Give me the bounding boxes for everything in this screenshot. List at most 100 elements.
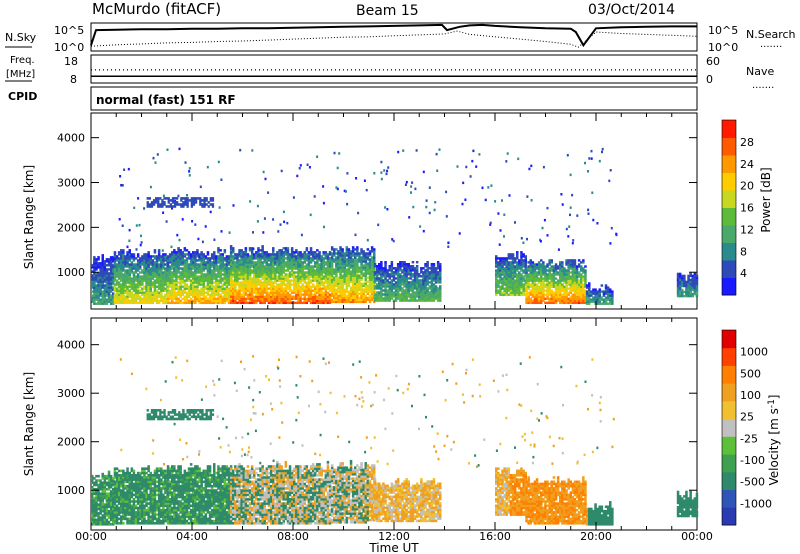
power-cell <box>128 263 131 266</box>
power-cell <box>513 293 517 296</box>
power-cell <box>403 281 406 284</box>
power-cell <box>196 253 199 256</box>
power-cell <box>297 271 300 274</box>
power-cell <box>187 299 191 303</box>
power-cell <box>109 274 113 277</box>
power-cell <box>97 302 100 305</box>
power-cell <box>303 277 306 280</box>
power-cell <box>439 295 442 298</box>
power-cell <box>600 284 604 287</box>
power-cell <box>183 265 187 268</box>
power-cell <box>328 267 332 270</box>
power-cell <box>424 279 427 282</box>
power-cell <box>337 300 340 304</box>
power-cell <box>368 258 372 261</box>
power-cell <box>330 292 334 296</box>
power-cell <box>382 267 385 270</box>
power-cell <box>128 277 131 280</box>
power-cell <box>282 251 285 254</box>
power-cell <box>584 273 587 276</box>
power-cell <box>259 279 262 282</box>
power-cell <box>99 284 102 287</box>
power-cell <box>351 296 355 300</box>
power-cell <box>303 289 306 292</box>
power-cell <box>436 281 440 284</box>
power-cell <box>386 295 389 298</box>
power-cell <box>548 285 551 288</box>
power-cell <box>229 291 233 294</box>
power-cell <box>522 277 525 280</box>
power-cell <box>386 289 389 292</box>
power-cell <box>297 265 300 268</box>
power-cell <box>368 250 372 253</box>
power-cell <box>286 293 290 296</box>
power-cell <box>575 291 579 294</box>
power-cell <box>386 271 389 274</box>
power-cell <box>185 265 189 268</box>
power-cell <box>314 285 317 288</box>
power-scatter-cell <box>373 172 376 175</box>
power-cell <box>200 261 203 264</box>
power-cell <box>505 271 508 274</box>
power-cell <box>177 281 180 284</box>
power-cell <box>339 288 342 292</box>
power-cell <box>246 279 250 282</box>
power-cell <box>415 265 419 268</box>
power-cell <box>358 300 361 304</box>
power-cell <box>351 280 355 283</box>
power-cell <box>208 267 212 270</box>
power-cell <box>439 277 442 280</box>
power-cell <box>93 268 96 271</box>
power-cell <box>109 276 113 279</box>
power-cell <box>569 275 572 278</box>
power-cell <box>253 295 256 298</box>
power-cell <box>120 263 123 266</box>
power-cell <box>299 289 302 292</box>
power-cell <box>290 271 294 274</box>
power-scatter-cell <box>188 174 191 177</box>
power-cell <box>130 263 134 266</box>
power-cell <box>529 277 532 280</box>
power-cell <box>685 288 688 292</box>
power-cell <box>554 283 558 286</box>
power-cell <box>238 295 241 298</box>
power-cell <box>290 249 294 252</box>
power-cell <box>115 265 119 268</box>
power-cell <box>115 289 119 292</box>
power-cell <box>305 267 309 270</box>
power-cell <box>164 283 167 286</box>
power-cell <box>335 294 338 298</box>
power-cell <box>380 263 383 266</box>
power-cell <box>181 291 184 294</box>
power-cell <box>307 279 311 282</box>
power-cell <box>320 263 323 266</box>
power-scatter-cell <box>140 241 143 244</box>
power-cell <box>436 291 440 294</box>
power-cell <box>411 295 415 298</box>
power-cell <box>93 256 96 259</box>
power-cell <box>145 253 148 256</box>
power-cell <box>269 273 273 276</box>
power-cell <box>284 289 288 292</box>
power-cell <box>128 285 131 288</box>
power-cell <box>242 257 245 260</box>
power-cell <box>368 294 372 298</box>
power-cell <box>204 257 208 260</box>
power-cell <box>134 257 138 260</box>
power-cell <box>173 267 176 270</box>
power-cell <box>339 276 342 279</box>
power-cell <box>97 258 100 261</box>
power-cell <box>354 284 357 288</box>
power-cell <box>362 272 365 275</box>
power-cell <box>160 299 163 303</box>
power-cell <box>360 256 363 259</box>
power-cell <box>124 259 127 262</box>
power-cell <box>326 275 330 278</box>
power-cell <box>354 286 357 290</box>
power-cell <box>269 293 273 296</box>
power-cell <box>552 271 556 274</box>
power-cell <box>540 259 543 262</box>
power-cell <box>198 253 201 256</box>
power-cell <box>349 256 353 259</box>
power-cell <box>122 257 125 260</box>
